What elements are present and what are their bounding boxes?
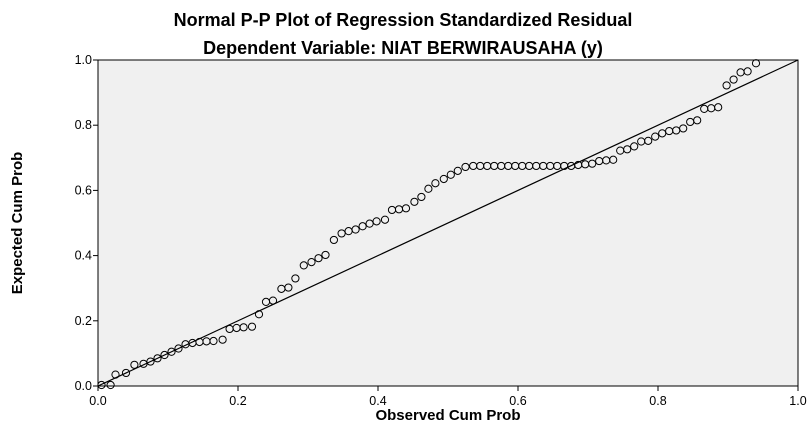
data-point — [439, 174, 448, 184]
data-point — [410, 197, 419, 206]
data-point — [106, 380, 115, 390]
data-point — [321, 250, 330, 260]
chart-subtitle: Dependent Variable: NIAT BERWIRAUSAHA (y… — [203, 38, 603, 58]
y-tick-label: 0.6 — [75, 183, 92, 197]
data-point — [743, 67, 752, 76]
data-point — [609, 155, 618, 164]
data-point — [401, 204, 411, 213]
data-point — [453, 166, 462, 175]
data-point — [167, 347, 176, 356]
y-axis-title: Expected Cum Prob — [9, 152, 26, 295]
data-point — [729, 75, 738, 84]
data-points — [97, 59, 761, 390]
x-tick-label: 0.0 — [89, 394, 106, 408]
data-point — [446, 170, 455, 179]
data-point — [329, 235, 338, 245]
data-point — [153, 354, 162, 363]
y-axis: 0.0 0.2 0.4 0.6 0.8 1.0 — [75, 53, 98, 393]
data-point — [644, 136, 653, 145]
x-axis-title: Observed Cum Prob — [375, 407, 520, 424]
data-point — [351, 225, 360, 234]
y-tick-label: 0.8 — [75, 118, 92, 132]
data-point — [121, 368, 131, 378]
data-point — [630, 142, 639, 151]
chart-title: Normal P-P Plot of Regression Standardiz… — [174, 10, 633, 30]
data-point — [693, 116, 702, 125]
x-tick-label: 0.8 — [649, 394, 666, 408]
x-tick-label: 0.6 — [509, 394, 526, 408]
y-tick-label: 0.2 — [75, 314, 92, 328]
data-point — [314, 254, 323, 263]
data-point — [651, 132, 660, 141]
data-point — [623, 145, 632, 154]
data-point — [291, 274, 300, 283]
data-point — [174, 344, 183, 353]
x-axis: 0.0 0.2 0.4 0.6 0.8 1.0 — [89, 386, 807, 408]
data-point — [380, 215, 390, 224]
data-point — [461, 162, 470, 172]
data-point — [209, 336, 218, 346]
data-point — [247, 322, 257, 331]
y-tick-label: 0.4 — [75, 249, 92, 263]
data-point — [307, 258, 316, 267]
reference-line — [97, 59, 799, 387]
data-point — [722, 81, 731, 90]
data-point — [588, 159, 597, 168]
data-point — [299, 261, 308, 270]
data-point — [111, 370, 120, 379]
data-point — [431, 179, 440, 188]
x-tick-label: 0.2 — [229, 394, 246, 408]
data-point — [254, 310, 264, 319]
data-point — [130, 360, 139, 369]
data-point — [714, 103, 723, 112]
data-point — [97, 380, 106, 390]
data-point — [268, 296, 278, 305]
x-tick-label: 0.4 — [369, 394, 386, 408]
data-point — [751, 59, 761, 68]
data-point — [372, 217, 381, 226]
data-point — [679, 124, 688, 133]
data-point — [146, 357, 155, 366]
data-point — [358, 222, 367, 231]
data-point — [218, 335, 227, 344]
data-point — [417, 192, 426, 202]
data-point — [160, 350, 169, 360]
data-point — [239, 323, 248, 332]
data-point — [284, 283, 293, 292]
y-tick-label: 0.0 — [75, 379, 92, 393]
y-tick-label: 1.0 — [75, 53, 92, 67]
data-point — [424, 184, 433, 193]
x-tick-label: 1.0 — [789, 394, 806, 408]
